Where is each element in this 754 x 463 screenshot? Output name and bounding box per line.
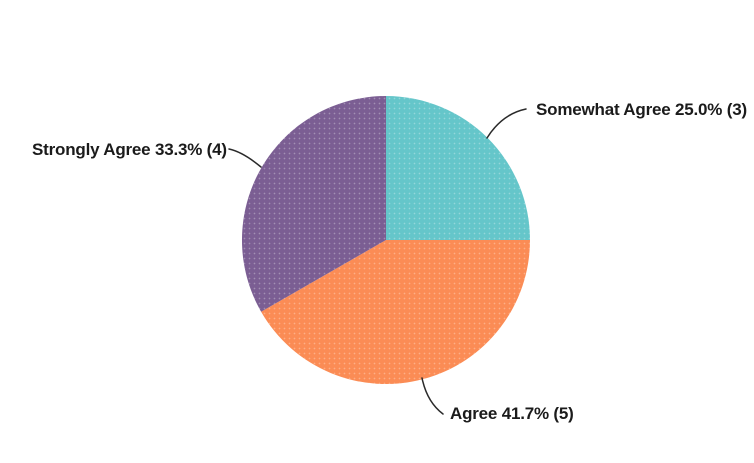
pie-slice-somewhat-agree[interactable] xyxy=(386,96,530,240)
slice-label-somewhat-agree: Somewhat Agree 25.0% (3) xyxy=(536,100,747,119)
leader-line-somewhat-agree xyxy=(486,108,527,139)
leader-line-agree xyxy=(421,377,444,415)
slice-label-agree: Agree 41.7% (5) xyxy=(450,404,574,423)
pie-slice-agree[interactable] xyxy=(261,240,530,385)
pie-slice-strongly-agree[interactable] xyxy=(241,96,386,312)
leader-line-strongly-agree xyxy=(228,148,262,168)
slice-label-strongly-agree: Strongly Agree 33.3% (4) xyxy=(32,140,227,159)
